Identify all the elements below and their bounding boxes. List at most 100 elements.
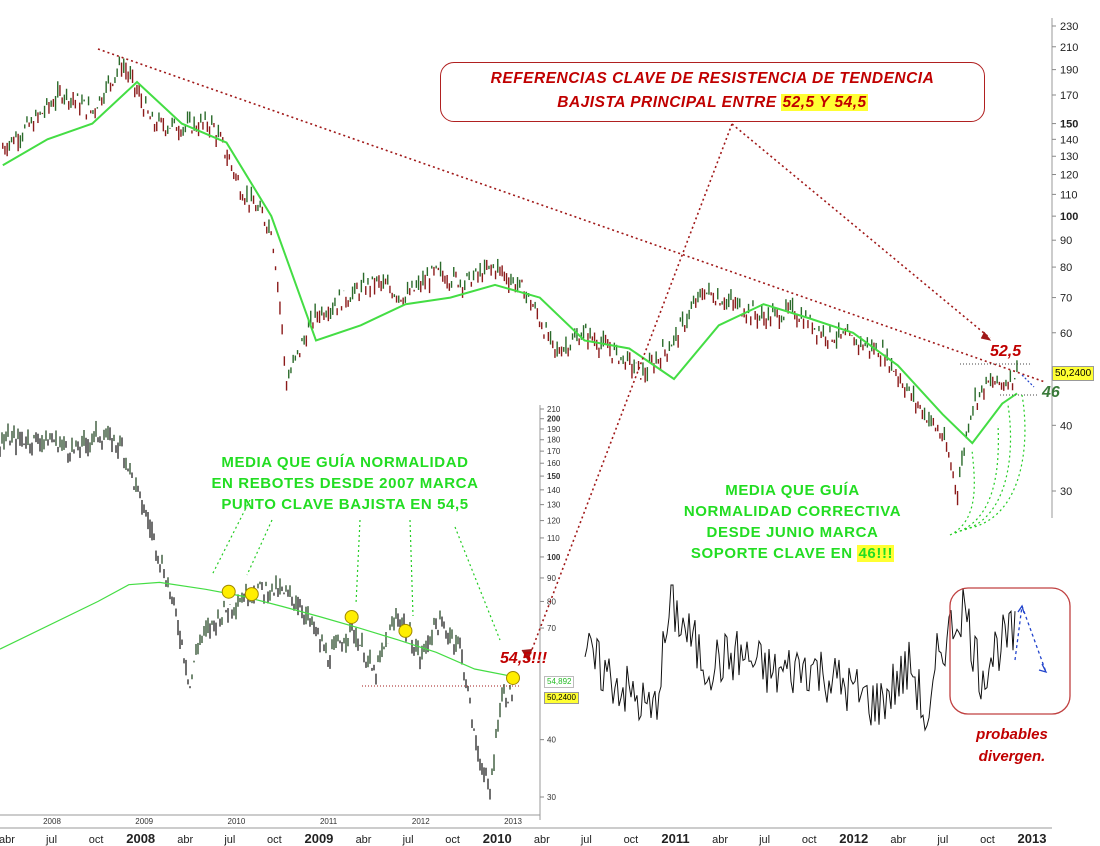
ma-left-line-2: EN REBOTES DESDE 2007 MARCA bbox=[211, 475, 479, 492]
ma-guide-callout-left: MEDIA QUE GUÍA NORMALIDAD EN REBOTES DES… bbox=[180, 452, 510, 515]
ma-right-line-3: DESDE JUNIO MARCA bbox=[706, 524, 879, 541]
green-pointer-4 bbox=[409, 519, 414, 617]
ma-right-line-2: NORMALIDAD CORRECTIVA bbox=[683, 503, 902, 520]
inset-moving-average bbox=[0, 581, 520, 687]
inset-price-series bbox=[0, 420, 513, 800]
resistance-line-2-prefix: BAJISTA PRINCIPAL ENTRE bbox=[557, 94, 782, 111]
inset-y-tick-label: 210 bbox=[547, 405, 561, 414]
main-y-tick-label: 150 bbox=[1060, 119, 1078, 131]
main-x-tick-label: abr bbox=[177, 834, 193, 846]
resistance-levels-highlight: 52,5 Y 54,5 bbox=[781, 94, 868, 111]
main-x-tick-label: jul bbox=[580, 834, 592, 846]
divergence-line-2: divergen. bbox=[978, 748, 1046, 765]
main-x-tick-label: oct bbox=[802, 834, 817, 846]
ma-right-line-4: SOPORTE CLAVE EN 46!!! bbox=[650, 543, 935, 564]
last-price-tag: 50,2400 bbox=[1052, 366, 1095, 381]
touch-marker bbox=[221, 584, 236, 599]
divergence-arrow bbox=[1014, 605, 1047, 673]
inset-y-tick-label: 80 bbox=[547, 597, 556, 606]
inset-y-tick-label: 200 bbox=[547, 415, 561, 424]
inset-x-tick-label: 2013 bbox=[504, 817, 522, 826]
inset-y-tick-label: 190 bbox=[547, 425, 561, 434]
touch-marker bbox=[244, 587, 259, 602]
inset-moving-average-line bbox=[0, 581, 514, 678]
oscillator-line bbox=[584, 584, 1016, 732]
inset-y-tick-label: 40 bbox=[547, 736, 556, 745]
green-pointer-3 bbox=[355, 519, 361, 605]
ma-guide-callout-right: MEDIA QUE GUÍA NORMALIDAD CORRECTIVA DES… bbox=[650, 480, 935, 564]
inset-y-tick-label: 140 bbox=[547, 486, 561, 495]
oscillator-series bbox=[584, 584, 1048, 732]
green-pointer-5 bbox=[454, 526, 501, 641]
divergence-box bbox=[949, 587, 1071, 715]
main-x-tick-label: 2011 bbox=[661, 831, 689, 846]
resistance-callout: REFERENCIAS CLAVE DE RESISTENCIA DE TEND… bbox=[440, 62, 985, 122]
inset-markers bbox=[221, 584, 520, 685]
main-x-tick-label: 2009 bbox=[304, 831, 333, 846]
touch-marker bbox=[398, 623, 413, 638]
resistance-line-1: REFERENCIAS CLAVE DE RESISTENCIA DE TEND… bbox=[490, 70, 935, 87]
main-x-tick-label: oct bbox=[980, 834, 995, 846]
green-pointer-2 bbox=[246, 519, 273, 576]
main-y-tick-label: 110 bbox=[1060, 189, 1078, 201]
annotation-pointers bbox=[211, 123, 1038, 662]
inset-x-tick-label: 2010 bbox=[228, 817, 246, 826]
inset-y-tick-label: 30 bbox=[547, 793, 556, 802]
inset-y-tick-label: 120 bbox=[547, 517, 561, 526]
main-y-tick-label: 190 bbox=[1060, 65, 1078, 77]
bearish-trendline bbox=[97, 48, 1046, 383]
main-x-tick-label: 2008 bbox=[126, 831, 155, 846]
touch-marker bbox=[506, 670, 520, 685]
main-y-tick-label: 90 bbox=[1060, 235, 1072, 247]
inset-x-tick-label: 2011 bbox=[320, 817, 338, 826]
inset-y-tick-label: 180 bbox=[547, 436, 561, 445]
green-pointer-6 bbox=[949, 449, 975, 536]
main-x-tick-label: abr bbox=[890, 834, 906, 846]
main-price-series bbox=[2, 56, 1018, 506]
main-x-tick-label: jul bbox=[758, 834, 770, 846]
inset-x-tick-label: 2008 bbox=[43, 817, 61, 826]
support-level-highlight: 46!!! bbox=[857, 545, 895, 562]
main-x-tick-label: 2010 bbox=[483, 831, 512, 846]
main-x-tick-label: oct bbox=[445, 834, 460, 846]
main-y-tick-label: 130 bbox=[1060, 151, 1078, 163]
main-x-tick-label: abr bbox=[712, 834, 728, 846]
main-x-tick-label: oct bbox=[624, 834, 639, 846]
main-y-tick-label: 120 bbox=[1060, 170, 1078, 182]
pointer-heads bbox=[521, 331, 992, 662]
inset-panel bbox=[0, 410, 540, 820]
touch-marker bbox=[344, 609, 359, 624]
ma-left-line-3: PUNTO CLAVE BAJISTA EN 54,5 bbox=[221, 496, 469, 513]
main-x-tick-label: jul bbox=[223, 834, 235, 846]
inset-x-tick-label: 2012 bbox=[412, 817, 430, 826]
main-y-tick-label: 70 bbox=[1060, 293, 1072, 305]
main-y-tick-label: 210 bbox=[1060, 42, 1078, 54]
level-46-label: 46 bbox=[1042, 384, 1060, 401]
main-x-tick-label: oct bbox=[267, 834, 282, 846]
main-y-tick-label: 60 bbox=[1060, 328, 1072, 340]
main-y-tick-label: 230 bbox=[1060, 21, 1078, 33]
ma-right-line-4-prefix: SOPORTE CLAVE EN bbox=[690, 545, 858, 562]
ma-right-line-1: MEDIA QUE GUÍA bbox=[725, 482, 860, 499]
inset-ma-value-tag: 54,892 bbox=[544, 676, 575, 688]
inset-y-tick-label: 130 bbox=[547, 501, 561, 510]
inset-y-tick-label: 110 bbox=[547, 534, 560, 543]
divergence-note: probables divergen. bbox=[962, 724, 1062, 768]
main-y-tick-label: 170 bbox=[1060, 90, 1078, 102]
main-x-tick-label: 2013 bbox=[1018, 831, 1047, 846]
level-arrow bbox=[1021, 374, 1035, 388]
main-x-tick-label: jul bbox=[402, 834, 414, 846]
main-y-tick-label: 40 bbox=[1060, 420, 1072, 432]
inset-x-ticks: 2008 2009 2010 2011 2012 2013 bbox=[43, 817, 522, 826]
main-y-ticks: 230 210 190 170 150 140 130 120 110 100 90 80 70 60 40… bbox=[1052, 21, 1078, 498]
main-trendline bbox=[97, 48, 1046, 383]
level-52-5-label: 52,5 bbox=[990, 343, 1022, 360]
main-x-tick-label: abr bbox=[356, 834, 372, 846]
main-y-tick-label: 140 bbox=[1060, 134, 1078, 146]
pointer-to-52-5 bbox=[731, 123, 991, 339]
main-x-tick-label: jul bbox=[45, 834, 57, 846]
main-x-tick-label: oct bbox=[89, 834, 104, 846]
